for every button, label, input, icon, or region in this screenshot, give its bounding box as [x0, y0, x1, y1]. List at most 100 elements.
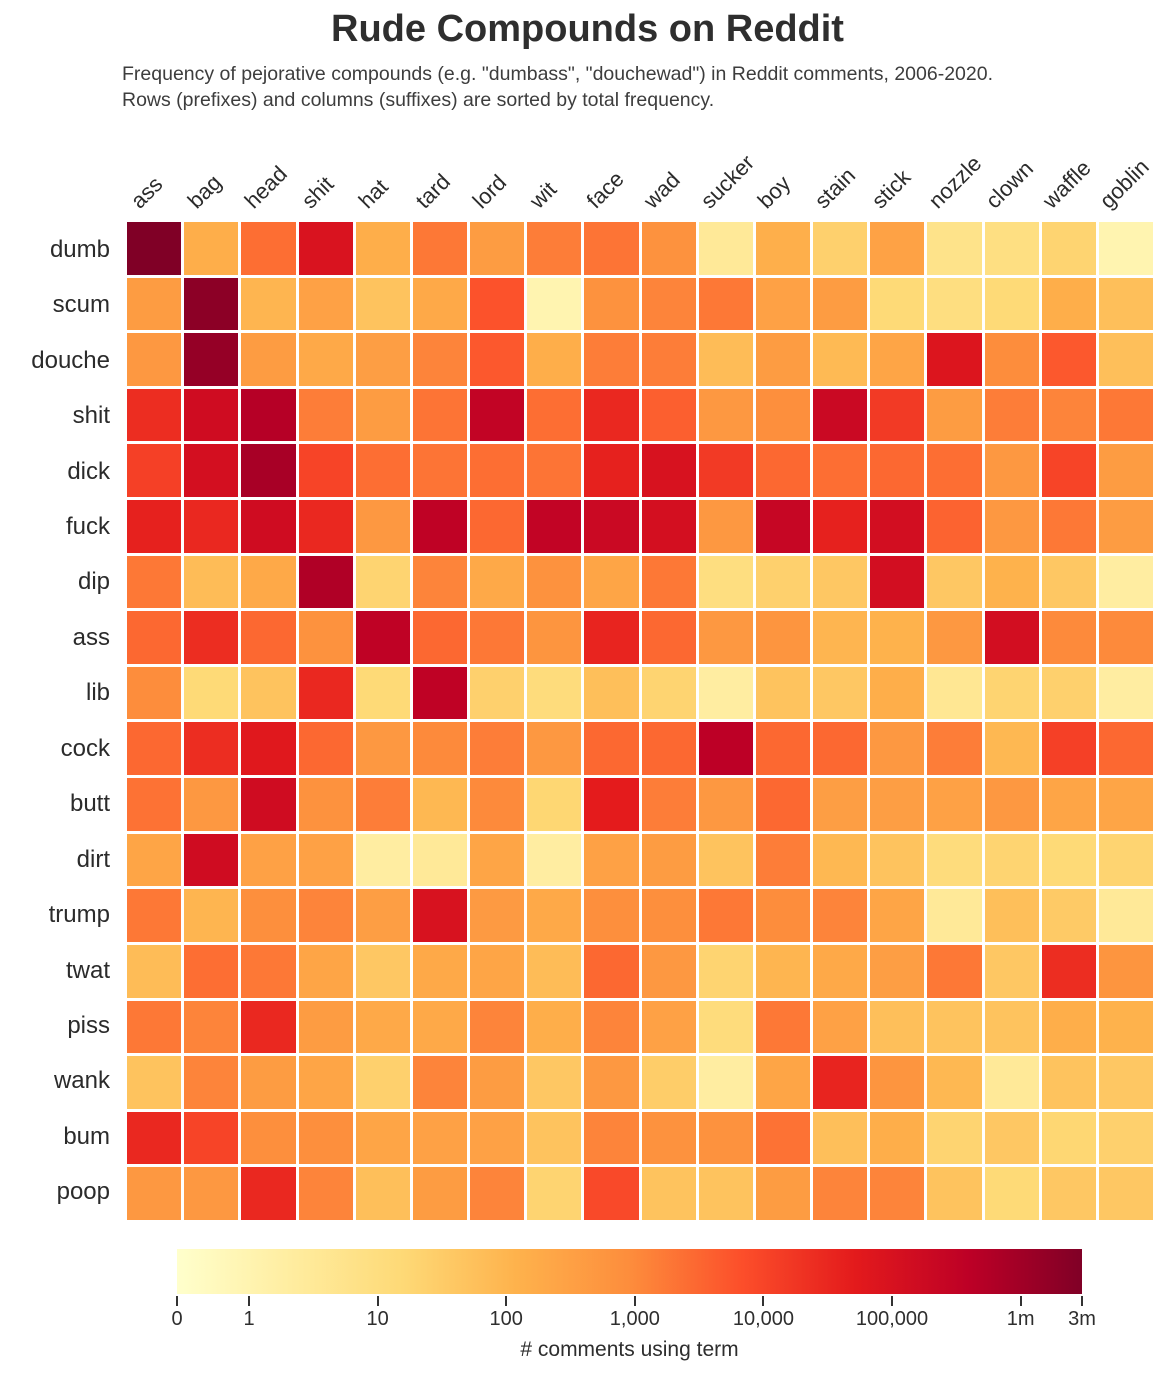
heatmap-cell — [870, 722, 925, 776]
column-label: bag — [182, 169, 227, 214]
column-label: tard — [410, 168, 456, 214]
heatmap-cell — [641, 222, 696, 275]
heatmap-cell — [755, 444, 810, 498]
heatmap-cell — [1098, 666, 1153, 720]
heatmap-cell — [470, 1000, 525, 1054]
heatmap-cell — [355, 1056, 410, 1109]
heatmap-cell — [527, 333, 582, 386]
heatmap-cell — [755, 778, 810, 831]
heatmap-cell — [412, 944, 467, 998]
heatmap-cell — [641, 388, 696, 442]
heatmap-cell — [298, 889, 353, 942]
heatmap-cell — [241, 722, 296, 776]
heatmap-cell — [527, 500, 582, 553]
heatmap-cell — [1041, 500, 1096, 553]
heatmap-cell — [813, 222, 868, 275]
heatmap-cell — [184, 666, 239, 720]
heatmap-cell — [698, 222, 753, 275]
heatmap-cell — [355, 222, 410, 275]
heatmap-cell — [870, 666, 925, 720]
row-label: dirt — [76, 845, 110, 873]
heatmap-cell — [984, 1111, 1039, 1165]
heatmap-cell — [813, 722, 868, 776]
legend-tick-label: 100,000 — [855, 1308, 929, 1330]
heatmap-cell — [127, 1000, 182, 1054]
heatmap-cell — [698, 1056, 753, 1109]
column-label: sucker — [695, 149, 760, 214]
heatmap-cell — [755, 889, 810, 942]
row-label: cock — [60, 734, 110, 762]
heatmap-cell — [641, 944, 696, 998]
heatmap-cell — [412, 555, 467, 609]
heatmap-cell — [584, 555, 639, 609]
heatmap-cell — [584, 333, 639, 386]
heatmap-cell — [470, 444, 525, 498]
heatmap-cell — [241, 833, 296, 887]
column-label: hat — [353, 173, 393, 214]
heatmap-cell — [298, 1000, 353, 1054]
legend-tick-mark — [505, 1296, 508, 1306]
heatmap-cell — [927, 277, 982, 331]
heatmap-cell — [412, 222, 467, 275]
heatmap-cell — [927, 833, 982, 887]
heatmap-cell — [1041, 778, 1096, 831]
heatmap-cell — [298, 500, 353, 553]
heatmap-cell — [870, 833, 925, 887]
heatmap-cell — [241, 1167, 296, 1220]
heatmap-cell — [870, 1056, 925, 1109]
heatmap-cell — [527, 1167, 582, 1220]
heatmap-cell — [527, 1000, 582, 1054]
heatmap-cell — [527, 444, 582, 498]
heatmap-cell — [984, 388, 1039, 442]
heatmap-cell — [755, 1000, 810, 1054]
heatmap-cell — [527, 944, 582, 998]
heatmap-cell — [870, 333, 925, 386]
legend-tick-label: 10,000 — [732, 1308, 794, 1330]
heatmap-cell — [1041, 277, 1096, 331]
heatmap-cell — [1041, 1111, 1096, 1165]
heatmap-cell — [298, 611, 353, 664]
heatmap-cell — [184, 611, 239, 664]
heatmap-cell — [1041, 388, 1096, 442]
heatmap-cell — [1041, 944, 1096, 998]
heatmap-cell — [412, 1167, 467, 1220]
heatmap-cell — [698, 444, 753, 498]
heatmap-cell — [984, 722, 1039, 776]
heatmap-cell — [127, 1056, 182, 1109]
heatmap-cell — [127, 833, 182, 887]
heatmap-cell — [755, 666, 810, 720]
heatmap-cell — [641, 1056, 696, 1109]
heatmap-cell — [184, 1111, 239, 1165]
heatmap-cell — [927, 722, 982, 776]
heatmap-cell — [184, 944, 239, 998]
heatmap-cell — [527, 833, 582, 887]
heatmap-cell — [927, 444, 982, 498]
column-label: wad — [638, 167, 685, 214]
heatmap-cell — [1098, 388, 1153, 442]
legend-tick-label: 0 — [171, 1308, 183, 1330]
column-label: head — [239, 161, 292, 214]
heatmap-cell — [1098, 277, 1153, 331]
heatmap-cell — [698, 1111, 753, 1165]
heatmap-cell — [927, 666, 982, 720]
heatmap-cell — [355, 333, 410, 386]
heatmap-cell — [355, 1167, 410, 1220]
heatmap-cell — [584, 889, 639, 942]
legend-tick-label: 10 — [366, 1308, 389, 1330]
heatmap-cell — [584, 444, 639, 498]
heatmap-cell — [984, 666, 1039, 720]
heatmap-cell — [1041, 555, 1096, 609]
heatmap-cell — [127, 722, 182, 776]
heatmap-cell — [527, 1056, 582, 1109]
heatmap-cell — [927, 1056, 982, 1109]
heatmap-cell — [412, 1000, 467, 1054]
heatmap-cell — [412, 666, 467, 720]
heatmap-cell — [755, 1167, 810, 1220]
heatmap-cell — [870, 500, 925, 553]
heatmap-cell — [241, 1111, 296, 1165]
heatmap-cell — [641, 1000, 696, 1054]
heatmap-cell — [127, 666, 182, 720]
heatmap-cell — [1098, 444, 1153, 498]
heatmap-cell — [984, 1000, 1039, 1054]
